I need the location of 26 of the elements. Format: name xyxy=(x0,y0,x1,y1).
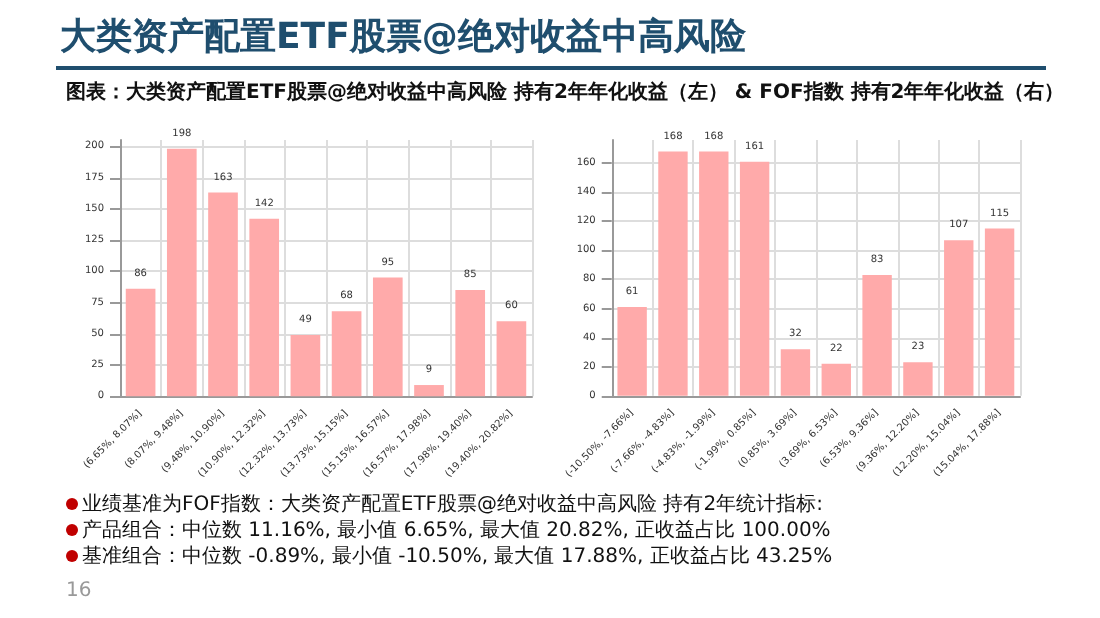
bar xyxy=(862,275,892,396)
text: 图表：大类资产配置ETF股票@绝对收益中高风险 持有2年年化收益（左） & FOF指数 持有2年年化收益（右） xyxy=(66,78,1065,106)
bar xyxy=(414,385,444,397)
bar xyxy=(984,228,1015,396)
text: 产品组合：中位数 11.16%, 最小值 6.65%, 最大值 20.82%, 正收益占比 100.00% xyxy=(80,518,833,544)
text: 基准组合：中位数 -0.89%, 最小值 -10.50%, 最大值 17.88%, 正收益占比 43.25% xyxy=(80,544,833,570)
bar xyxy=(125,288,156,397)
text: 大类资产配置ETF股票@绝对收益中高风险 xyxy=(60,14,746,60)
bar xyxy=(290,335,321,397)
bar xyxy=(455,290,486,397)
bar xyxy=(780,349,811,396)
bar xyxy=(739,161,770,396)
bar xyxy=(496,321,527,397)
bar xyxy=(821,363,851,396)
bar xyxy=(208,192,238,397)
bar xyxy=(331,311,362,397)
bar xyxy=(166,148,197,397)
bar xyxy=(944,240,974,396)
text: 业绩基准为FOF指数：大类资产配置ETF股票@绝对收益中高风险 持有2年统计指标: xyxy=(80,492,825,518)
bar xyxy=(249,218,280,397)
bar xyxy=(699,151,729,396)
text: 16 xyxy=(66,580,92,602)
bar xyxy=(372,277,403,397)
bar xyxy=(617,307,647,396)
bar xyxy=(658,151,688,396)
bar xyxy=(903,362,933,396)
